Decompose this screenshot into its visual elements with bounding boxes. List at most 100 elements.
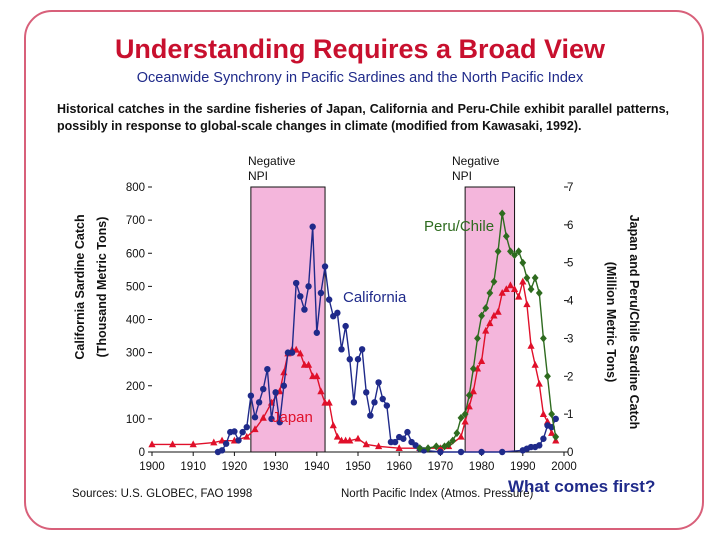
- california-point: [313, 329, 320, 336]
- peru-chile-point: [502, 232, 510, 241]
- california-point: [391, 438, 399, 446]
- peru-chile-point: [482, 304, 490, 313]
- california-point: [400, 435, 407, 442]
- japan-point: [313, 372, 321, 380]
- peru-chile-point: [531, 273, 539, 282]
- right-tick-label: 4: [567, 296, 574, 308]
- california-point: [371, 399, 378, 406]
- left-tick-label: 300: [126, 348, 145, 360]
- japan-point: [436, 444, 444, 452]
- california-point: [309, 223, 316, 230]
- california-point: [239, 428, 246, 436]
- peru-chile-point: [432, 442, 440, 451]
- japan-point: [325, 398, 333, 406]
- california-point: [338, 346, 345, 353]
- peru-chile-point: [424, 444, 432, 453]
- right-tick-label: 2: [567, 371, 573, 383]
- japan-point: [498, 289, 506, 296]
- peru-chile-point: [457, 413, 465, 422]
- japan-point: [519, 277, 527, 285]
- japan-point: [259, 413, 267, 421]
- peru-chile-point: [544, 372, 551, 381]
- california-point: [383, 402, 391, 409]
- japan-point: [543, 417, 552, 425]
- right-tick-label: 0: [567, 447, 573, 459]
- japan-point: [251, 425, 259, 433]
- peru-chile-point: [507, 247, 514, 256]
- california-point: [276, 418, 283, 426]
- peru-chile-point: [494, 247, 502, 256]
- california-point: [536, 442, 543, 449]
- japan-point: [189, 440, 197, 448]
- japan-point: [482, 326, 490, 334]
- sources-note: Sources: U.S. GLOBEC, FAO 1998: [72, 488, 253, 500]
- california-point: [247, 392, 255, 399]
- x-tick-label: 1900: [139, 461, 165, 473]
- california-point: [375, 379, 382, 386]
- california-point: [363, 389, 370, 396]
- california-point: [457, 448, 465, 456]
- peru-chile-point: [445, 440, 453, 449]
- peru-chile-point: [519, 258, 527, 267]
- japan-point: [502, 285, 510, 293]
- left-tick-label: 0: [139, 447, 145, 459]
- peru-chile-point: [469, 364, 477, 373]
- california-point: [297, 293, 304, 300]
- japan-point: [515, 292, 523, 300]
- x-tick-label: 1960: [386, 461, 412, 473]
- california-point: [437, 448, 444, 456]
- california-point: [379, 395, 386, 403]
- japan-point: [478, 357, 486, 364]
- california-point: [552, 415, 559, 423]
- japan-point: [243, 432, 251, 440]
- japan-point: [486, 319, 494, 327]
- california-point: [346, 356, 353, 363]
- left-tick-label: 400: [126, 315, 145, 327]
- california-point: [255, 399, 263, 406]
- x-tick-label: 1970: [428, 461, 454, 473]
- japan-point: [548, 429, 556, 436]
- japan-point: [304, 360, 313, 368]
- japan-point: [169, 440, 177, 448]
- peru-chile-point: [511, 251, 518, 260]
- california-point: [280, 382, 288, 389]
- peru-chile-point: [540, 334, 547, 343]
- slide-title: Understanding Requires a Broad View: [114, 34, 606, 64]
- california-point: [499, 448, 506, 456]
- negative-npi-label-2: Negative NPI: [452, 154, 500, 183]
- x-tick-label: 1950: [345, 461, 371, 473]
- california-point: [367, 412, 374, 419]
- japan-point: [317, 387, 325, 395]
- right-tick-label: 7: [567, 182, 573, 194]
- california-point: [260, 385, 267, 393]
- california-point: [321, 263, 329, 270]
- peru-chile-point: [490, 277, 498, 286]
- california-point: [243, 423, 250, 431]
- california-point: [342, 322, 349, 330]
- japan-point: [531, 360, 539, 368]
- california-point: [305, 283, 312, 290]
- peru-chile-point: [486, 289, 494, 297]
- x-tick-label: 2000: [551, 461, 577, 473]
- california-point: [272, 389, 279, 396]
- peru-chile-point: [465, 391, 473, 400]
- japan-point: [329, 421, 337, 429]
- california-series-line: [217, 226, 557, 453]
- california-point: [218, 447, 226, 454]
- japan-point: [210, 438, 218, 446]
- peru-chile-point: [548, 410, 556, 419]
- california-point: [350, 399, 358, 406]
- negative-npi-label-1: Negative NPI: [248, 154, 296, 183]
- question-callout: What comes first?: [508, 477, 656, 496]
- japan-point: [395, 444, 403, 452]
- peru-chile-point: [478, 311, 485, 320]
- japan-point: [527, 342, 535, 349]
- left-tick-label: 500: [126, 281, 145, 293]
- left-tick-label: 700: [126, 215, 145, 227]
- california-point: [264, 365, 271, 373]
- japan-point: [148, 440, 156, 448]
- japan-point: [539, 410, 547, 417]
- slide-description: Historical catches in the sardine fisher…: [57, 102, 669, 133]
- japan-point: [375, 442, 383, 450]
